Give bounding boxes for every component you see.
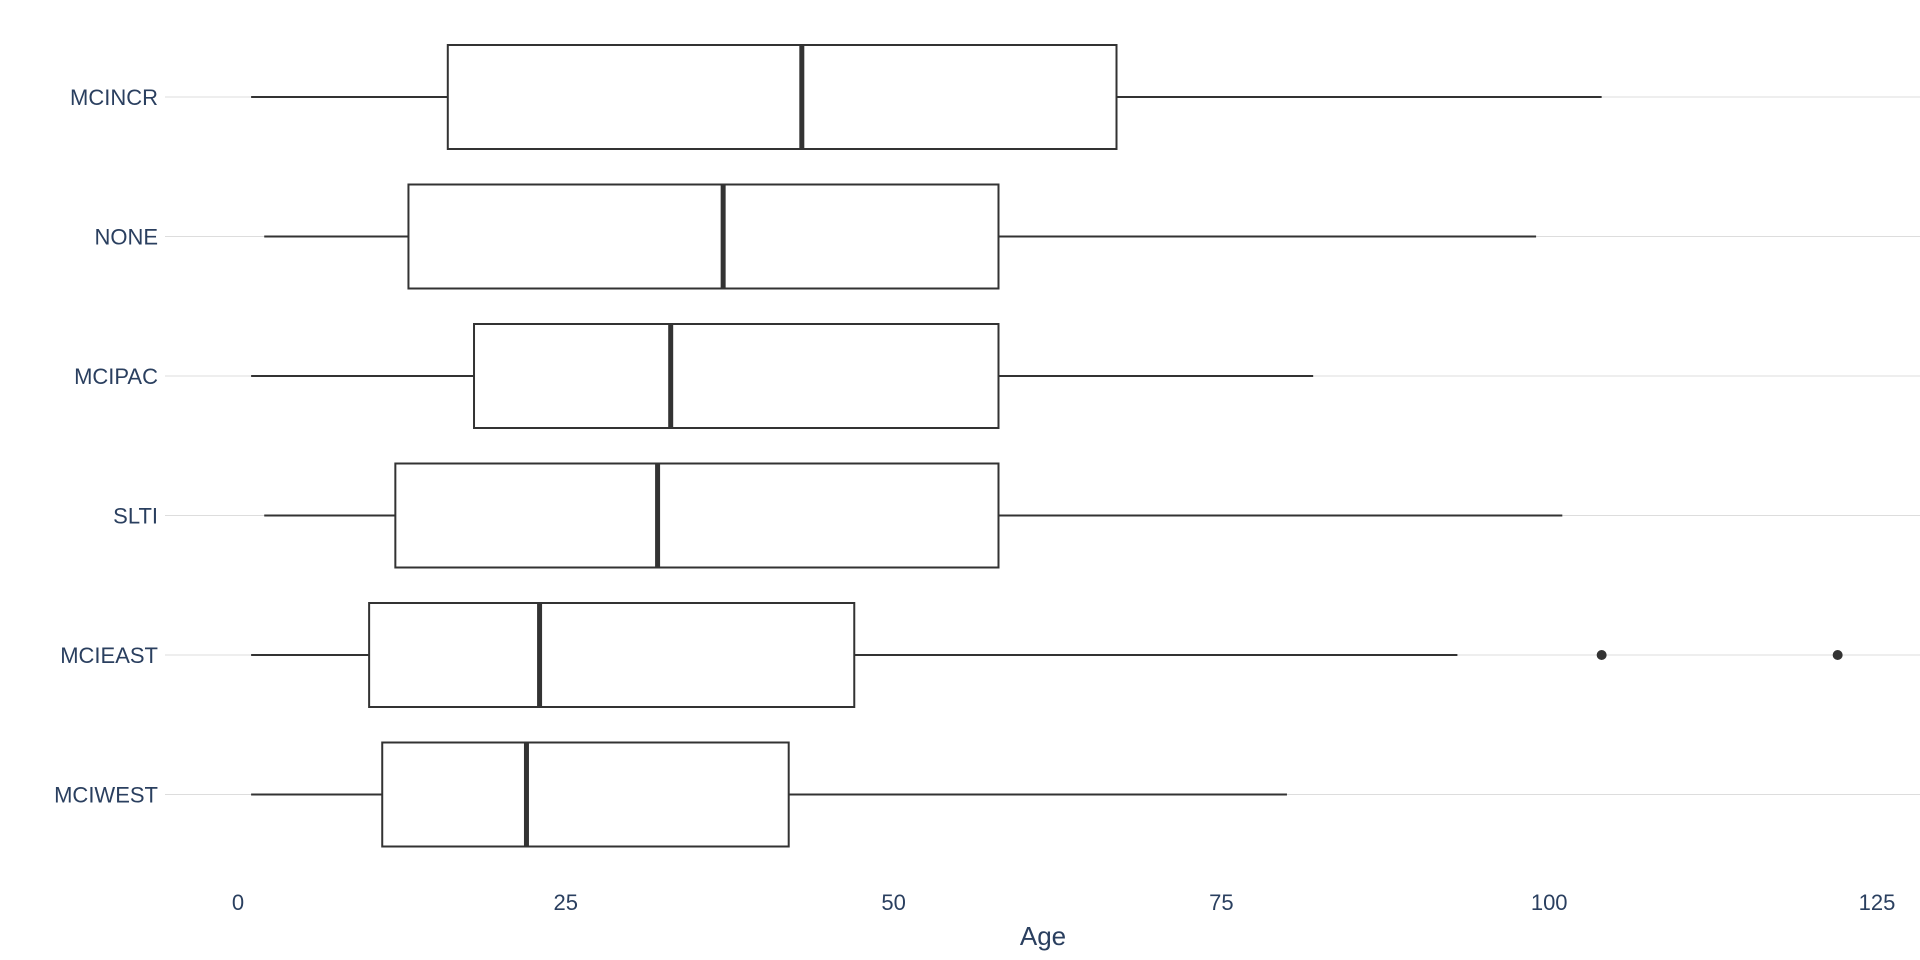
- iqr-box-mcieast: [368, 602, 856, 708]
- boxes: [251, 44, 1843, 848]
- y-tick-label-mcipac: MCIPAC: [74, 364, 158, 389]
- x-tick-label-0: 0: [232, 890, 244, 915]
- iqr-box-mcincr: [446, 44, 1118, 150]
- outlier-point-mcieast-1: [1832, 650, 1843, 660]
- box-none: [264, 183, 1537, 290]
- box-mcipac: [251, 323, 1314, 429]
- y-tick-label-none: NONE: [94, 225, 158, 250]
- y-tick-label-mciwest: MCIWEST: [54, 783, 158, 808]
- iqr-box-slti: [394, 462, 1000, 569]
- x-tick-label-50: 50: [881, 890, 905, 915]
- iqr-box-mcipac: [473, 323, 1000, 429]
- y-tick-label-slti: SLTI: [113, 504, 158, 529]
- box-mcieast: [251, 602, 1843, 708]
- box-slti: [264, 462, 1563, 569]
- y-axis-labels: MCINCR NONE MCIPAC SLTI MCIEAST MCIWEST: [54, 85, 158, 808]
- x-tick-label-125: 125: [1859, 890, 1896, 915]
- iqr-box-none: [407, 183, 1000, 290]
- iqr-box-mciwest: [381, 741, 790, 848]
- x-tick-label-75: 75: [1209, 890, 1233, 915]
- box-mcincr: [251, 44, 1602, 150]
- x-tick-label-100: 100: [1531, 890, 1568, 915]
- box-mciwest: [251, 741, 1287, 848]
- outlier-point-mcieast-0: [1596, 650, 1607, 660]
- y-tick-label-mcieast: MCIEAST: [60, 643, 158, 668]
- x-tick-label-25: 25: [554, 890, 578, 915]
- y-tick-label-mcincr: MCINCR: [70, 85, 158, 110]
- x-axis-labels: 0 25 50 75 100 125: [232, 890, 1895, 915]
- x-axis-title: Age: [1020, 921, 1066, 951]
